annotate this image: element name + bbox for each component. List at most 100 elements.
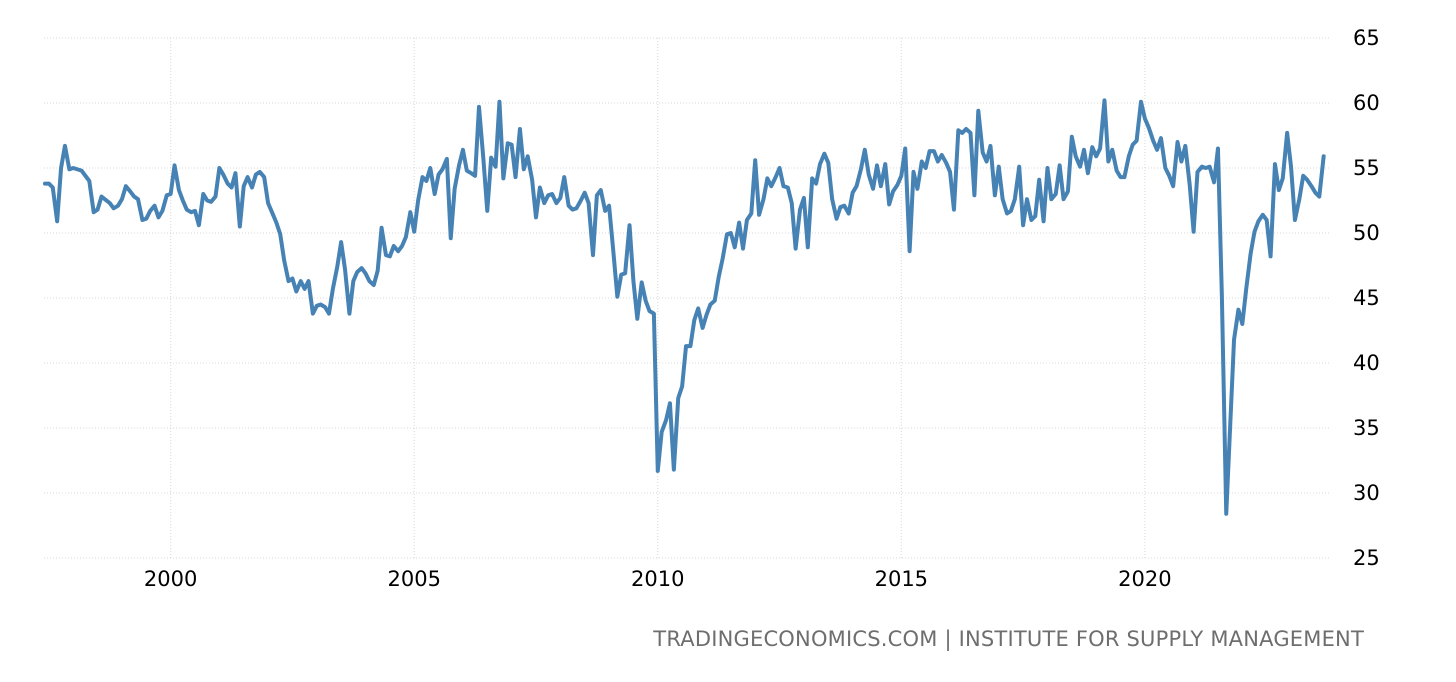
data-point bbox=[1176, 140, 1180, 144]
data-point bbox=[185, 208, 189, 212]
data-point bbox=[745, 218, 749, 222]
data-point bbox=[230, 186, 234, 190]
data-point bbox=[887, 202, 891, 206]
data-point bbox=[1277, 188, 1281, 192]
data-point bbox=[233, 171, 237, 175]
data-point bbox=[1155, 148, 1159, 152]
data-point bbox=[599, 188, 603, 192]
data-point bbox=[749, 212, 753, 216]
data-point bbox=[1127, 154, 1131, 158]
data-point bbox=[242, 184, 246, 188]
data-point bbox=[1090, 145, 1094, 149]
data-point bbox=[217, 166, 221, 170]
data-point bbox=[924, 166, 928, 170]
data-point bbox=[1244, 287, 1248, 291]
data-point bbox=[1122, 175, 1126, 179]
data-point bbox=[287, 279, 291, 283]
data-point bbox=[189, 210, 193, 214]
axis-labels: 25 30 35 40 45 50 55 60 65 2000 2005 2010 2015 2020 bbox=[144, 26, 1380, 591]
data-point bbox=[1196, 170, 1200, 174]
data-point bbox=[197, 223, 201, 227]
data-point bbox=[254, 173, 258, 177]
data-point bbox=[177, 188, 181, 192]
data-point bbox=[1106, 160, 1110, 164]
data-point bbox=[193, 209, 197, 213]
data-point bbox=[1151, 139, 1155, 143]
data-point bbox=[108, 201, 112, 205]
data-point bbox=[51, 186, 55, 190]
data-point bbox=[895, 183, 899, 187]
data-point bbox=[181, 199, 185, 203]
data-point bbox=[595, 193, 599, 197]
data-point bbox=[761, 197, 765, 201]
data-point bbox=[956, 128, 960, 132]
data-point bbox=[692, 318, 696, 322]
data-point bbox=[644, 299, 648, 303]
data-point bbox=[510, 143, 514, 147]
data-point bbox=[1135, 139, 1139, 143]
data-point bbox=[173, 163, 177, 167]
data-point bbox=[339, 240, 343, 244]
data-point bbox=[969, 131, 973, 135]
x-tick-label-2010: 2010 bbox=[631, 567, 684, 591]
data-point bbox=[1317, 195, 1321, 199]
data-point bbox=[246, 175, 250, 179]
data-point bbox=[489, 156, 493, 160]
data-point bbox=[1086, 171, 1090, 175]
data-point bbox=[433, 192, 437, 196]
data-point bbox=[855, 184, 859, 188]
data-point bbox=[408, 210, 412, 214]
data-point bbox=[1005, 212, 1009, 216]
data-point bbox=[136, 197, 140, 201]
data-point bbox=[680, 384, 684, 388]
data-point bbox=[635, 317, 639, 321]
data-point bbox=[567, 204, 571, 208]
data-point bbox=[558, 196, 562, 200]
data-point bbox=[838, 205, 842, 209]
data-point bbox=[477, 105, 481, 109]
data-point bbox=[140, 218, 144, 222]
data-point bbox=[571, 208, 575, 212]
data-point bbox=[741, 247, 745, 251]
data-point bbox=[1102, 98, 1106, 102]
data-point bbox=[473, 174, 477, 178]
data-point bbox=[303, 287, 307, 291]
data-point bbox=[1204, 166, 1208, 170]
y-tick-label-50: 50 bbox=[1353, 221, 1380, 245]
data-point bbox=[733, 245, 737, 249]
y-tick-label-55: 55 bbox=[1353, 156, 1380, 180]
data-point bbox=[1013, 197, 1017, 201]
data-point bbox=[1285, 131, 1289, 135]
data-point bbox=[1098, 147, 1102, 151]
data-point bbox=[282, 258, 286, 262]
data-point bbox=[1297, 197, 1301, 201]
data-point bbox=[278, 232, 282, 236]
data-point bbox=[132, 195, 136, 199]
data-point bbox=[863, 148, 867, 152]
data-point bbox=[63, 144, 67, 148]
y-tick-label-45: 45 bbox=[1353, 286, 1380, 310]
data-point bbox=[1094, 154, 1098, 158]
data-point bbox=[753, 158, 757, 162]
data-point bbox=[988, 144, 992, 148]
data-point bbox=[1309, 184, 1313, 188]
data-point bbox=[546, 193, 550, 197]
y-tick-label-60: 60 bbox=[1353, 91, 1380, 115]
data-point bbox=[481, 157, 485, 161]
data-point bbox=[1273, 162, 1277, 166]
data-point bbox=[936, 160, 940, 164]
data-point bbox=[396, 249, 400, 253]
data-point bbox=[721, 257, 725, 261]
data-point bbox=[810, 176, 814, 180]
data-point bbox=[976, 109, 980, 113]
data-point bbox=[99, 195, 103, 199]
y-tick-label-25: 25 bbox=[1353, 546, 1380, 570]
data-point bbox=[351, 279, 355, 283]
data-point bbox=[859, 167, 863, 171]
data-point bbox=[258, 170, 262, 174]
data-point bbox=[786, 186, 790, 190]
data-point bbox=[404, 235, 408, 239]
data-point bbox=[538, 186, 542, 190]
source-credit[interactable]: TRADINGECONOMICS.COM | INSTITUTE FOR SUP… bbox=[653, 627, 1364, 651]
data-point bbox=[1066, 189, 1070, 193]
